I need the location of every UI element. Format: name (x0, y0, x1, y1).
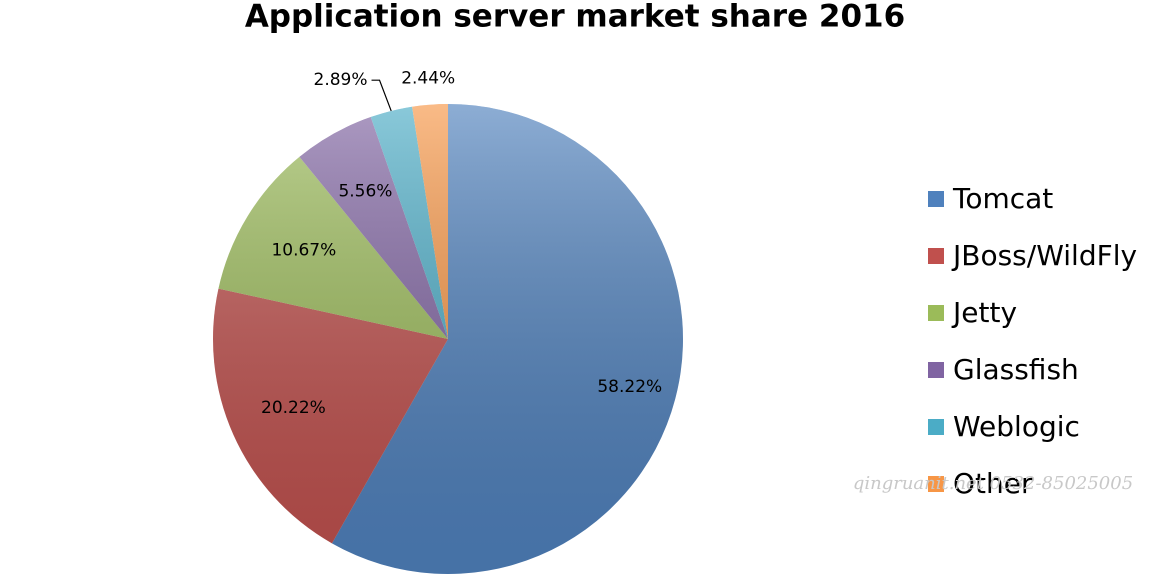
labels: 58.22% 20.22% 10.67% 5.56% 2.89% 2.44% (261, 68, 662, 418)
watermark: qingruanit.net 0532-85025005 (853, 473, 1133, 494)
leader-line (371, 79, 392, 112)
legend-label: Tomcat (952, 182, 1053, 215)
legend-label: JBoss/WildFly (951, 239, 1137, 272)
data-label: 10.67% (271, 240, 336, 260)
legend-swatch (928, 305, 944, 321)
data-label: 5.56% (338, 181, 392, 201)
data-label: 20.22% (261, 398, 326, 418)
legend-label: Other (953, 467, 1033, 500)
legend-label: Glassfish (953, 353, 1079, 386)
legend-swatch (928, 476, 944, 492)
legend: Tomcat JBoss/WildFly Jetty Glassfish Weblogi… (928, 182, 1137, 500)
data-label: 2.44% (401, 68, 455, 88)
legend-swatch (928, 248, 944, 264)
data-label: 58.22% (597, 377, 662, 397)
legend-swatch (928, 191, 944, 207)
legend-label: Weblogic (953, 410, 1080, 443)
legend-swatch (928, 419, 944, 435)
legend-label: Jetty (951, 296, 1017, 329)
data-label: 2.89% (314, 70, 368, 90)
pie-shading (213, 104, 683, 574)
legend-swatch (928, 362, 944, 378)
chart-title: Application server market share 2016 (245, 0, 905, 35)
